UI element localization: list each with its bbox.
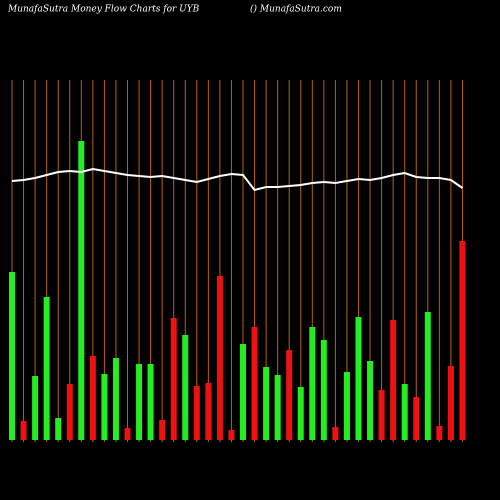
bar [459, 241, 466, 440]
bar [9, 272, 15, 440]
bar [240, 344, 246, 440]
bar [159, 420, 166, 440]
chart-subtitle: () MunafaSutra.com [250, 4, 342, 15]
bar [263, 367, 270, 440]
bar [55, 418, 62, 440]
bar [436, 426, 443, 440]
bar [251, 327, 258, 440]
bar [355, 317, 362, 440]
bar [274, 375, 281, 440]
bar [170, 318, 177, 440]
bar [286, 350, 293, 440]
chart-title: MunafaSutra Money Flow Charts for UYB [7, 5, 200, 15]
bar [193, 386, 200, 440]
bar [447, 366, 454, 440]
bar [378, 390, 385, 440]
bar [413, 397, 420, 440]
bar [320, 340, 327, 440]
bar [343, 372, 350, 440]
bar [367, 361, 374, 440]
bar [332, 427, 339, 440]
bar [101, 374, 108, 440]
bar [136, 364, 143, 440]
line [11, 167, 464, 192]
bar [424, 312, 431, 440]
bar [32, 376, 39, 440]
bar [182, 335, 189, 440]
bar [20, 421, 27, 440]
bar [309, 327, 316, 440]
bar [124, 428, 131, 440]
bar [390, 320, 397, 440]
bar [147, 364, 154, 440]
bar [228, 430, 235, 440]
bar [112, 358, 119, 440]
bar [43, 297, 50, 440]
bar [89, 356, 96, 440]
bar [216, 276, 223, 440]
bar [401, 384, 408, 440]
bar [66, 384, 73, 440]
bar [78, 141, 85, 440]
bar [297, 387, 304, 440]
bar [205, 383, 212, 440]
